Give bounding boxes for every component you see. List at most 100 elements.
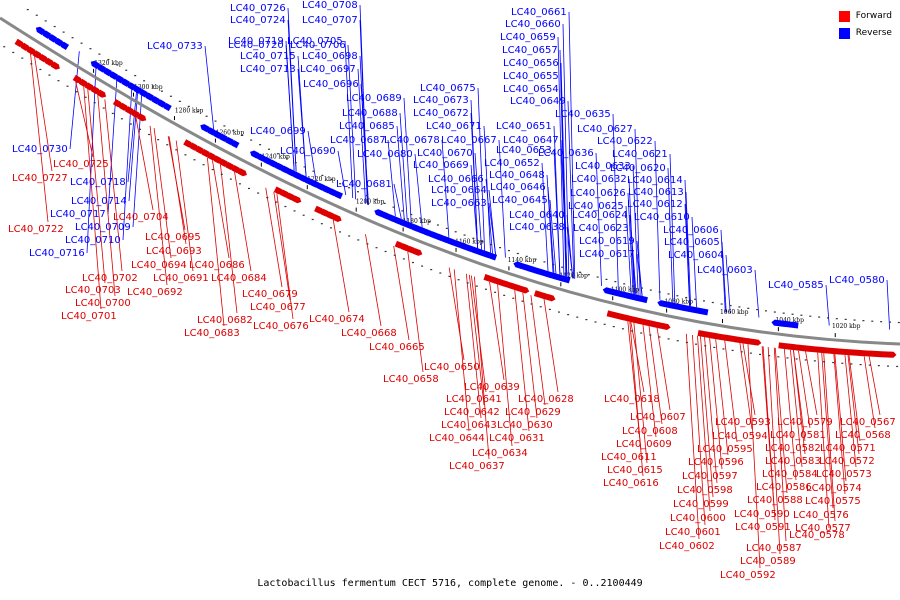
forward-leader <box>700 336 714 498</box>
boundary-dash <box>241 134 244 137</box>
forward-label: LC40_0602 <box>659 541 715 552</box>
reverse-label: LC40_0709 <box>75 222 131 233</box>
boundary-dash <box>530 303 533 305</box>
boundary-dash <box>826 317 829 319</box>
reverse-label: LC40_0708 <box>302 0 358 11</box>
tick-label: 1300 kbp <box>134 84 163 91</box>
boundary-dash <box>202 164 205 166</box>
reverse-gene-arrow <box>687 306 697 314</box>
forward-leader <box>656 327 671 411</box>
reverse-leader <box>557 36 565 276</box>
boundary-dash <box>640 287 643 289</box>
reverse-leader <box>287 19 297 172</box>
forward-gene-arrow <box>38 53 48 63</box>
forward-leader <box>448 267 465 361</box>
reverse-label: LC40_0663 <box>431 198 487 209</box>
tick-marks: 1320 kbp 1300 kbp 1280 kbp 1260 kbp 1240 kbp… <box>3 8 900 368</box>
reverse-label: LC40_0699 <box>250 126 306 137</box>
reverse-label: LC40_0716 <box>29 248 85 259</box>
forward-label: LC40_0611 <box>601 452 657 463</box>
reverse-label: LC40_0632 <box>571 174 627 185</box>
boundary-dash <box>521 300 524 302</box>
boundary-dash <box>329 227 332 229</box>
forward-leader <box>715 339 729 456</box>
forward-label: LC40_0609 <box>616 439 672 450</box>
boundary-dash <box>888 321 891 323</box>
forward-label: LC40_0595 <box>697 444 753 455</box>
forward-label: LC40_0616 <box>603 478 659 489</box>
forward-label: LC40_0578 <box>789 530 845 541</box>
forward-label: LC40_0589 <box>740 556 796 567</box>
boundary-dash <box>552 263 555 266</box>
reverse-leader <box>470 112 479 249</box>
boundary-dash <box>640 332 643 334</box>
reverse-label: LC40_0726 <box>230 3 286 14</box>
forward-leader <box>847 355 860 455</box>
boundary-dash <box>57 80 60 82</box>
reverse-label: LC40_0730 <box>12 144 68 155</box>
forward-gene-arrow <box>291 195 302 204</box>
boundary-dash <box>567 314 570 316</box>
reverse-gene-arrow <box>230 140 240 149</box>
boundary-dash <box>457 279 460 281</box>
boundary-dash <box>841 362 844 364</box>
boundary-dash <box>107 58 110 61</box>
boundary-dash <box>612 325 615 328</box>
boundary-dash <box>887 365 890 367</box>
forward-leader <box>30 53 49 223</box>
reverse-label: LC40_0688 <box>342 108 398 119</box>
forward-leader <box>648 326 663 425</box>
forward-label: LC40_0644 <box>429 433 485 444</box>
forward-gene-arrow <box>44 57 54 66</box>
forward-leader <box>365 234 382 327</box>
boundary-dash <box>623 283 626 285</box>
forward-leader <box>514 290 530 432</box>
boundary-dash <box>89 48 92 50</box>
boundary-dash <box>448 275 451 277</box>
forward-leader <box>790 349 803 468</box>
forward-label: LC40_0676 <box>253 321 309 332</box>
boundary-dash <box>66 85 69 87</box>
tick-label: 1240 kbp <box>261 154 290 161</box>
forward-leader <box>762 346 776 521</box>
reverse-leader <box>625 205 632 294</box>
boundary-dash <box>507 249 510 252</box>
forward-label: LC40_0592 <box>720 570 776 581</box>
forward-leader <box>774 347 788 494</box>
forward-gene-arrow <box>96 89 107 98</box>
forward-label: LC40_0642 <box>444 407 500 418</box>
reverse-leader <box>636 253 643 296</box>
reverse-leader <box>667 167 674 303</box>
reverse-label: LC40_0649 <box>510 96 566 107</box>
boundary-dash <box>472 237 475 239</box>
forward-leader <box>149 125 168 286</box>
boundary-dash <box>475 285 478 287</box>
boundary-dash <box>658 291 661 293</box>
reverse-label: LC40_0714 <box>71 196 127 207</box>
boundary-dash <box>512 297 515 299</box>
forward-label: LC40_0695 <box>145 232 201 243</box>
forward-label: LC40_0641 <box>446 394 502 405</box>
boundary-dash <box>428 220 431 223</box>
forward-leader <box>212 160 230 259</box>
reverse-leader <box>627 192 634 294</box>
boundary-dash <box>275 201 278 203</box>
reverse-label: LC40_0689 <box>346 93 402 104</box>
boundary-dash <box>667 293 670 295</box>
boundary-dash <box>139 128 142 130</box>
reverse-label: LC40_0724 <box>230 15 286 26</box>
boundary-dash <box>98 53 101 55</box>
reverse-label: LC40_0604 <box>668 250 724 261</box>
boundary-dash <box>223 125 226 127</box>
boundary-dash <box>694 298 697 300</box>
forward-leader <box>724 340 738 443</box>
reverse-label: LC40_0669 <box>413 160 469 171</box>
reverse-swatch <box>838 27 850 39</box>
forward-label: LC40_0727 <box>12 173 68 184</box>
reverse-label: LC40_0638 <box>509 222 565 233</box>
boundary-dash <box>196 110 199 112</box>
reverse-label: LC40_0624 <box>572 210 628 221</box>
reverse-label: LC40_0718 <box>70 177 126 188</box>
forward-label: LC40_0679 <box>242 289 298 300</box>
boundary-dash <box>339 183 342 185</box>
